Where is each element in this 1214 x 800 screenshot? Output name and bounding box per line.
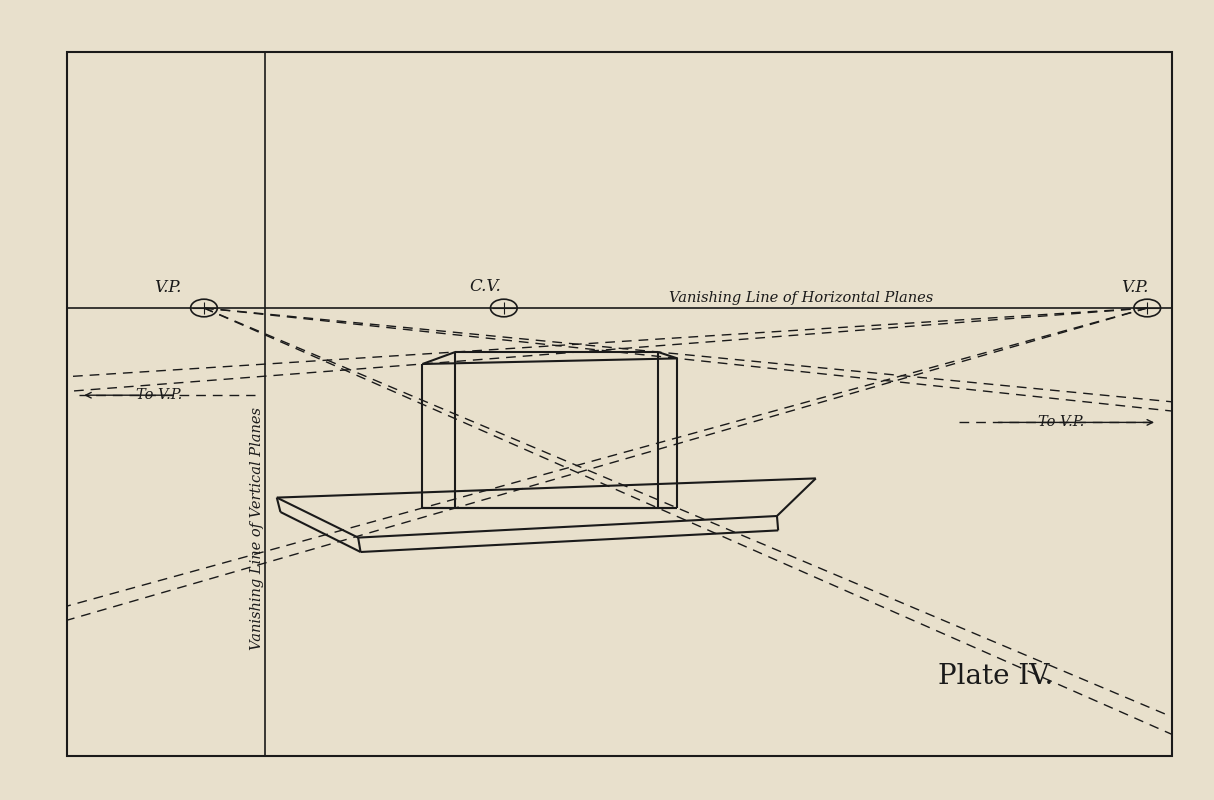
Text: To V.P.: To V.P. [1038, 415, 1084, 430]
Text: Vanishing Line of Horizontal Planes: Vanishing Line of Horizontal Planes [669, 290, 934, 305]
Bar [67, 52, 1172, 756]
Text: Plate IV.: Plate IV. [937, 662, 1054, 690]
Text: C.V.: C.V. [470, 278, 501, 295]
Text: V.P.: V.P. [1122, 279, 1148, 297]
Text: Vanishing Line of Vertical Planes: Vanishing Line of Vertical Planes [250, 406, 265, 650]
Text: V.P.: V.P. [154, 279, 181, 297]
Text: To V.P.: To V.P. [136, 388, 182, 402]
